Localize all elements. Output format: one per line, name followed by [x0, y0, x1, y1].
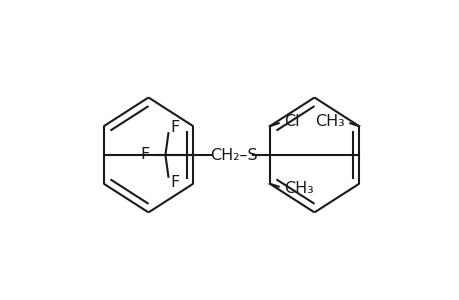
- Text: CH₃: CH₃: [283, 181, 313, 196]
- Text: F: F: [140, 148, 149, 163]
- Text: Cl: Cl: [283, 114, 299, 129]
- Text: F: F: [170, 120, 179, 135]
- Text: CH₂–S: CH₂–S: [209, 148, 257, 163]
- Text: CH₃: CH₃: [315, 114, 345, 129]
- Text: F: F: [170, 175, 179, 190]
